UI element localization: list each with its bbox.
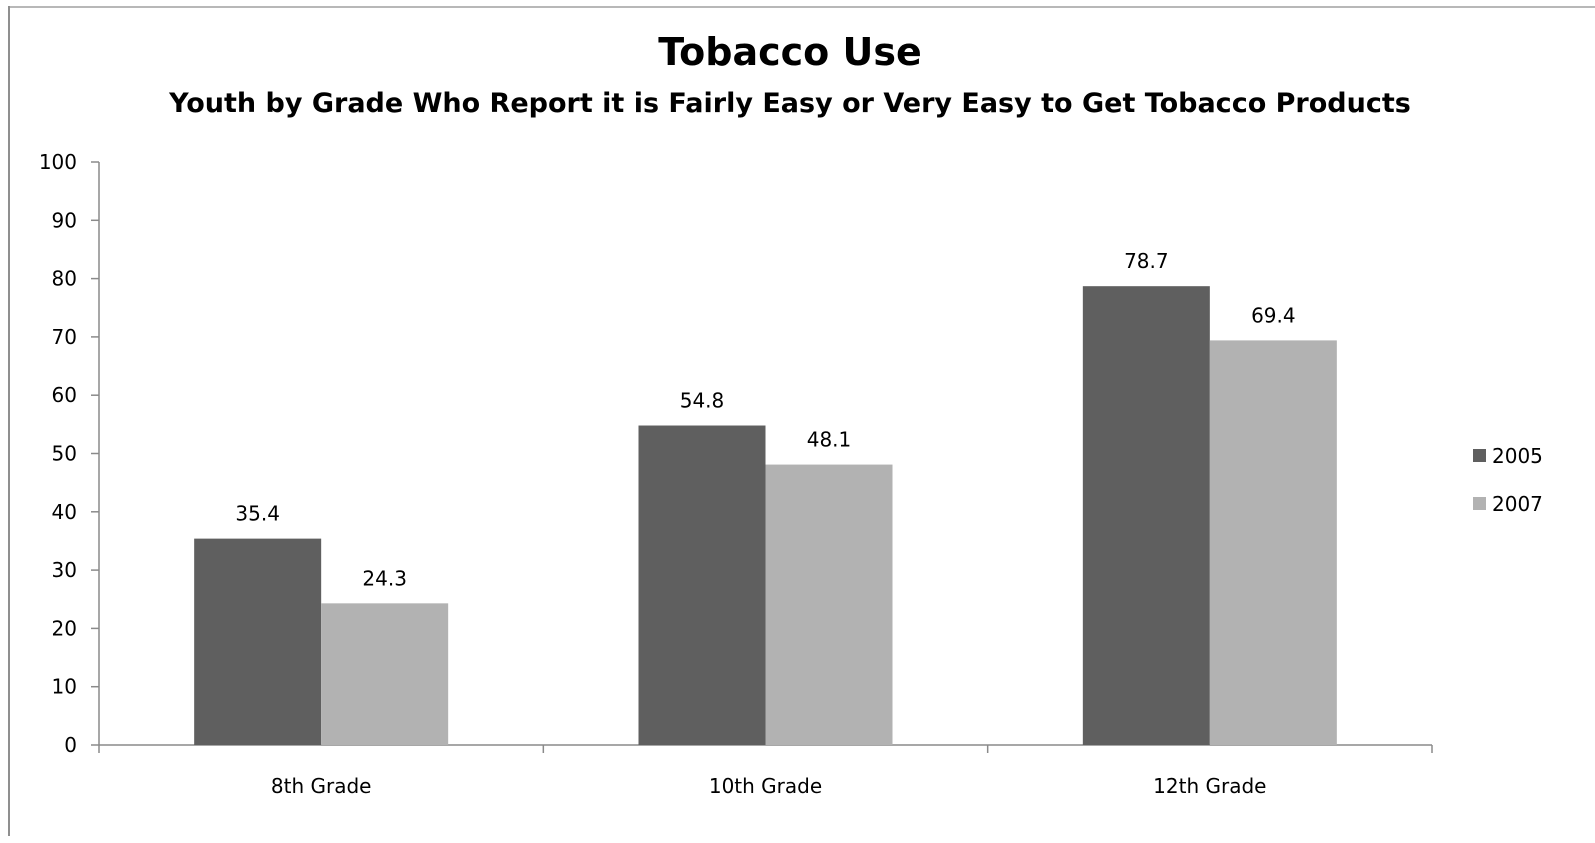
y-tick-label: 70 [52, 325, 77, 349]
legend-swatch [1473, 497, 1486, 510]
data-label: 35.4 [235, 502, 280, 526]
x-category-label: 10th Grade [709, 774, 822, 798]
y-tick-label: 0 [64, 733, 77, 757]
y-tick-label: 10 [52, 675, 77, 699]
data-label: 78.7 [1124, 249, 1169, 273]
y-tick-label: 30 [52, 558, 77, 582]
y-tick-label: 50 [52, 442, 77, 466]
legend-label: 2007 [1492, 492, 1543, 516]
chart-subtitle: Youth by Grade Who Report it is Fairly E… [169, 88, 1411, 119]
y-tick-label: 80 [52, 267, 77, 291]
bar [638, 425, 766, 745]
x-category-label: 8th Grade [271, 774, 372, 798]
bar [194, 538, 322, 745]
y-tick-label: 90 [52, 208, 77, 232]
data-label: 54.8 [680, 389, 725, 413]
legend-label: 2005 [1492, 444, 1543, 468]
frame-left-border [8, 6, 10, 836]
bar [321, 603, 449, 745]
y-tick-label: 40 [52, 500, 77, 524]
data-label: 48.1 [807, 428, 852, 452]
data-label: 69.4 [1251, 303, 1296, 327]
frame-top-border [8, 6, 1595, 8]
legend-swatch [1473, 449, 1486, 462]
bar [1209, 340, 1337, 745]
data-label: 24.3 [362, 566, 407, 590]
y-tick-label: 60 [52, 383, 77, 407]
y-tick-label: 20 [52, 616, 77, 640]
chart-title: Tobacco Use [658, 30, 922, 74]
x-category-label: 12th Grade [1153, 774, 1266, 798]
bar [765, 464, 893, 745]
bar [1082, 286, 1210, 745]
y-tick-label: 100 [39, 150, 77, 174]
